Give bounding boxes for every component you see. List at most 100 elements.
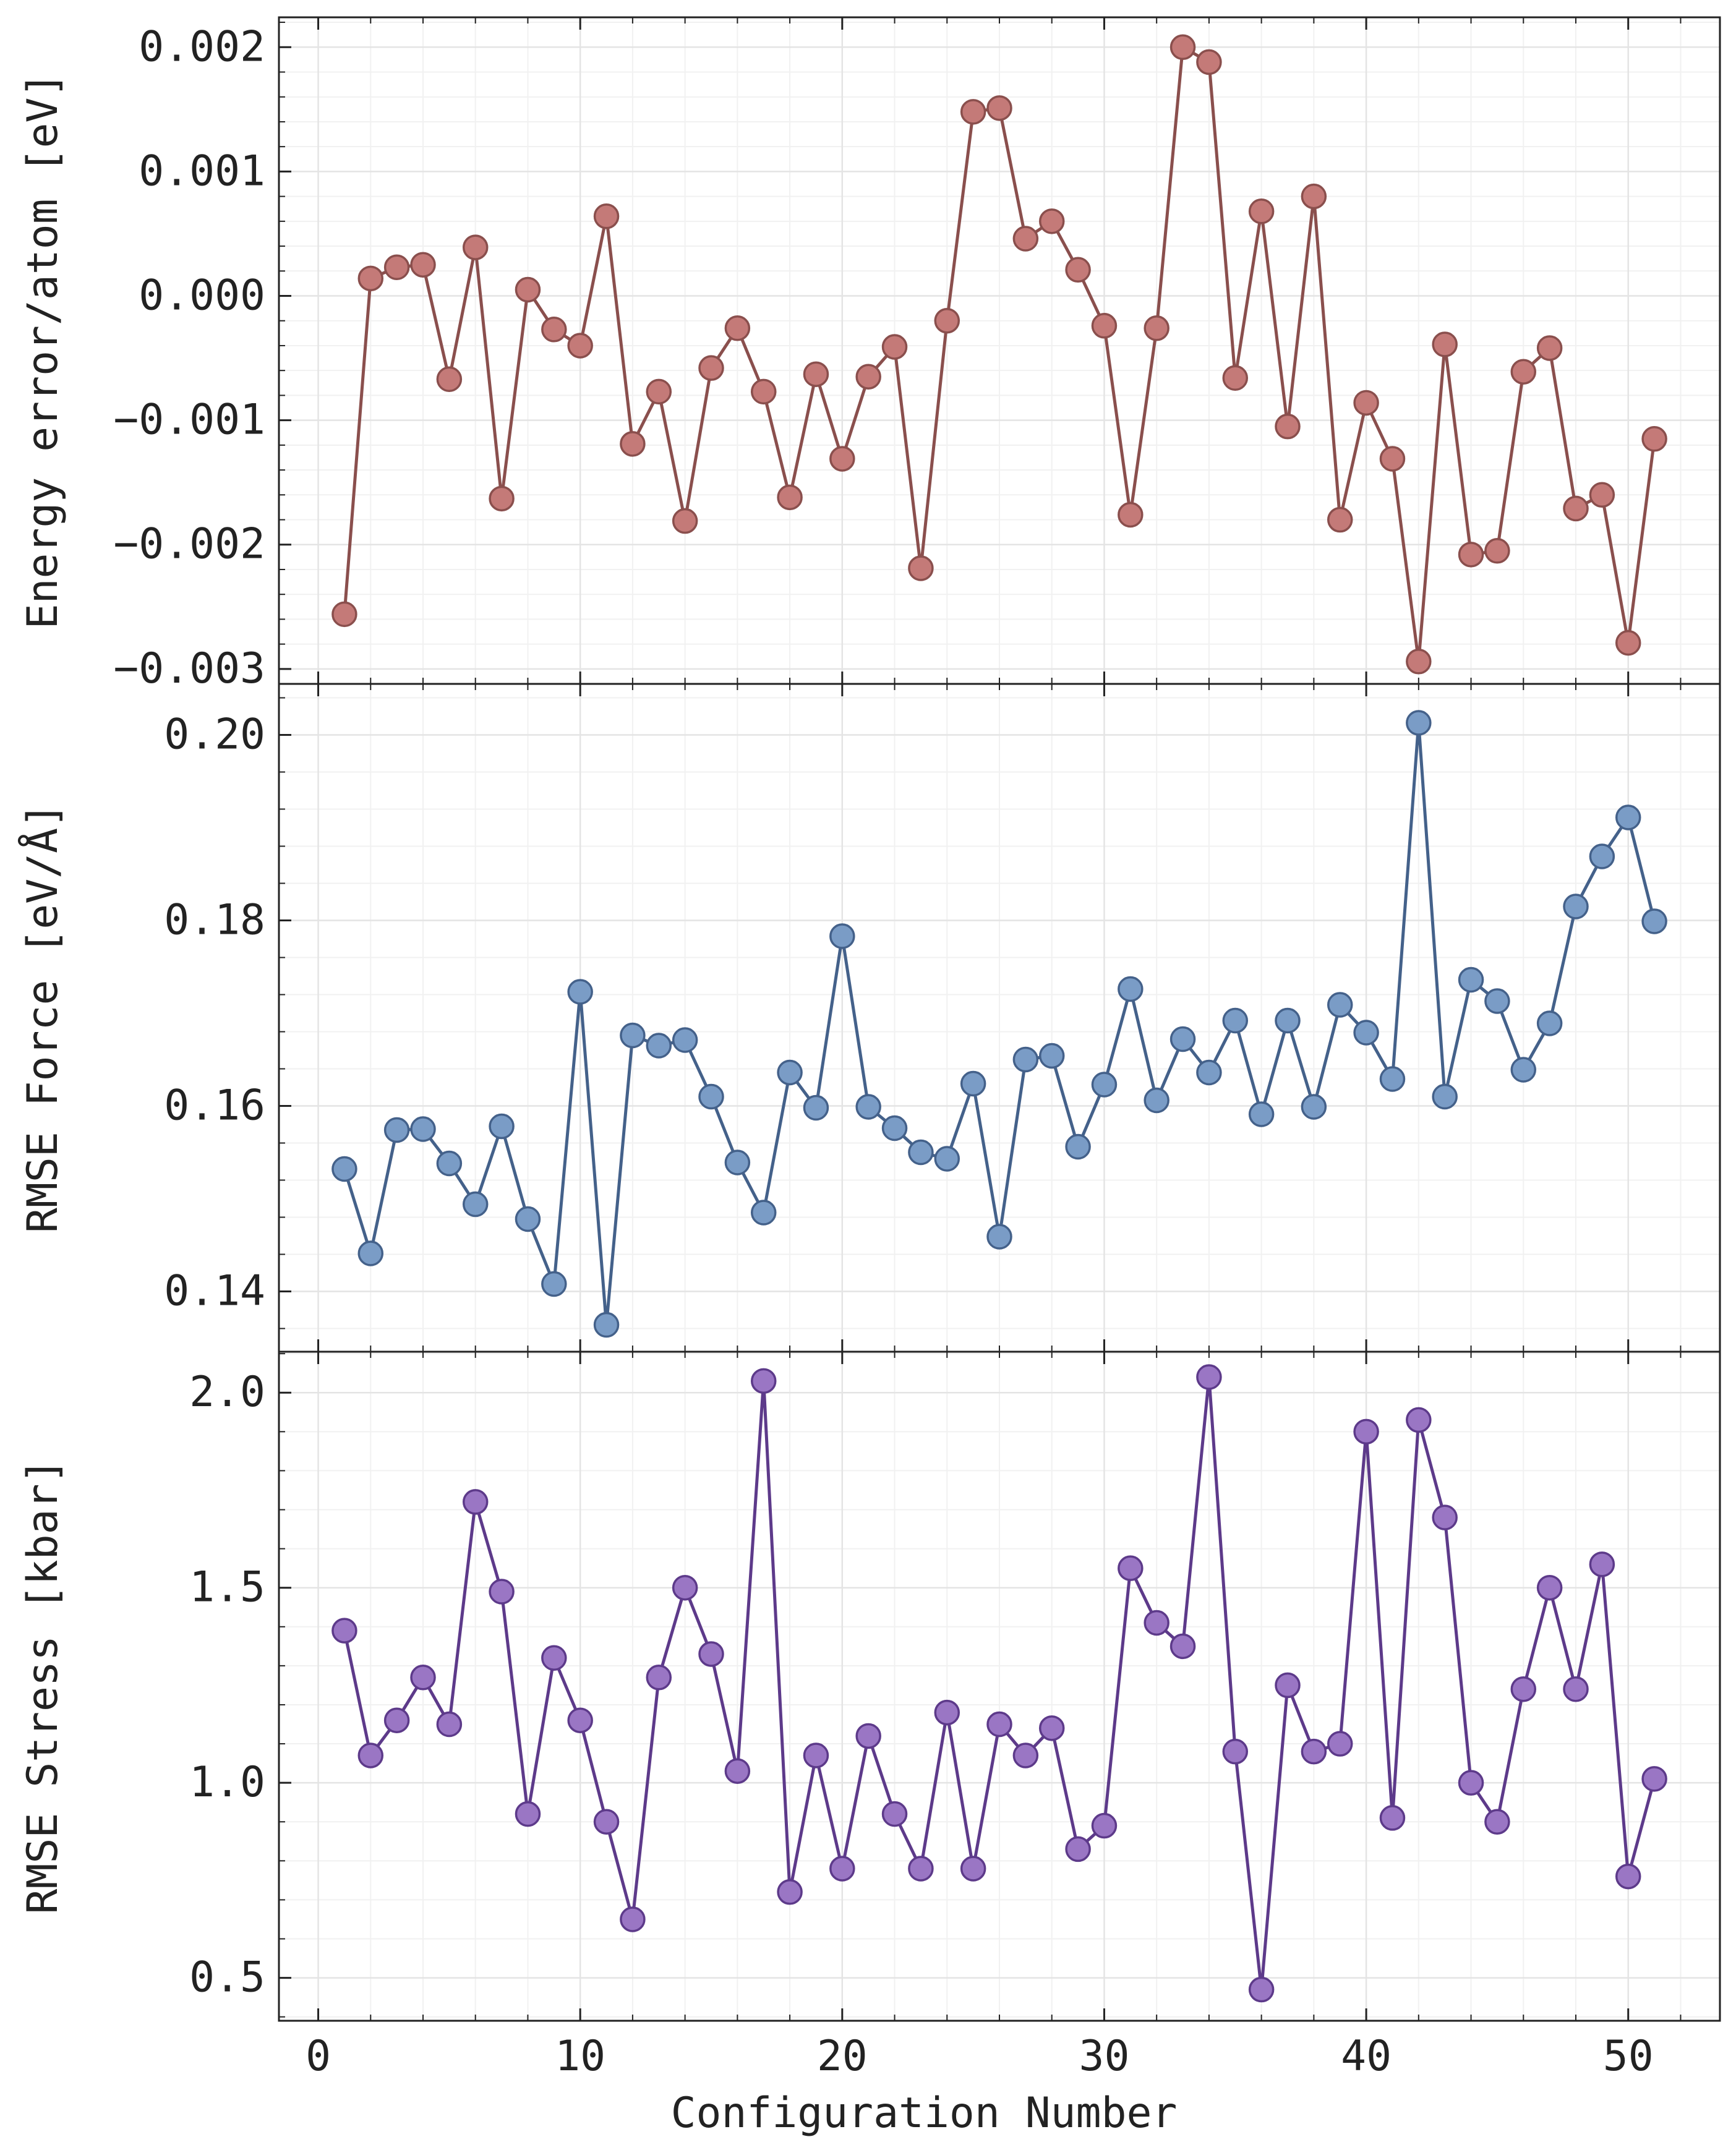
y-tick-label: −0.003 <box>113 644 265 693</box>
data-point <box>410 1665 436 1691</box>
y-tick-label: 0.002 <box>139 22 265 71</box>
data-point <box>1144 315 1169 341</box>
energy-error-markers <box>331 34 1667 675</box>
data-point <box>1065 1133 1091 1160</box>
data-point <box>1536 1574 1563 1601</box>
data-point <box>383 1117 410 1143</box>
data-point <box>1563 495 1589 522</box>
rmse-force-panel: 0.14 0.16 0.18 0.20 RMSE Force [eV/Å] <box>17 683 1721 1353</box>
data-point <box>1353 1020 1379 1046</box>
energy-error-grid <box>279 17 1720 684</box>
data-point <box>1484 538 1510 564</box>
data-point <box>1169 34 1196 61</box>
y-tick-label: 0.001 <box>139 147 265 195</box>
data-point <box>1118 976 1144 1002</box>
rmse-stress-frame <box>278 1350 1721 2022</box>
data-point <box>777 1059 803 1086</box>
data-point <box>1379 1066 1406 1092</box>
data-point <box>1248 198 1275 224</box>
data-point <box>1432 1083 1458 1110</box>
data-point <box>672 1027 698 1053</box>
data-point <box>1222 1738 1249 1765</box>
rmse-stress-y-axis-label: RMSE Stress [kbar] <box>19 1459 67 1914</box>
subplots: −0.003 −0.002 −0.001 0.000 0.001 0.002 Energy … <box>17 16 1721 2081</box>
x-tick-label: 30 <box>1079 2032 1130 2081</box>
data-point <box>934 1146 960 1172</box>
data-point <box>1118 501 1144 528</box>
rmse-stress-ticks <box>279 1352 1682 2021</box>
data-point <box>1406 710 1432 736</box>
data-point <box>1353 1418 1379 1445</box>
data-point <box>1091 313 1118 339</box>
data-point <box>1012 226 1039 252</box>
data-point <box>593 1809 620 1835</box>
data-point <box>1065 257 1091 283</box>
data-point <box>698 1083 724 1110</box>
data-point <box>1589 482 1615 508</box>
data-point <box>1091 1812 1118 1839</box>
data-point <box>1641 908 1667 934</box>
y-tick-label: 2.0 <box>189 1368 265 1417</box>
data-point <box>620 1906 646 1932</box>
data-point <box>750 378 777 405</box>
y-tick-label: 1.0 <box>189 1758 265 1807</box>
rmse-stress-panel: 0.5 1.0 1.5 2.0 0 10 20 30 40 50 RMSE Stress [kbar… <box>19 1350 1721 2081</box>
data-point <box>1432 331 1458 357</box>
rmse-force-markers <box>331 710 1667 1338</box>
y-tick-label: 0.14 <box>164 1267 265 1316</box>
data-point <box>1196 1364 1222 1390</box>
data-point <box>567 333 593 359</box>
data-point <box>541 1645 567 1671</box>
data-point <box>1327 1731 1353 1757</box>
data-point <box>750 1200 777 1226</box>
data-point <box>1196 49 1222 75</box>
data-point <box>672 1574 698 1601</box>
data-point <box>855 1094 881 1120</box>
data-point <box>1379 446 1406 472</box>
data-point <box>1196 1059 1222 1086</box>
y-tick-label: 0.5 <box>189 1953 265 2002</box>
x-tick-label: 40 <box>1341 2032 1392 2081</box>
data-point <box>489 485 515 512</box>
data-point <box>436 366 463 393</box>
data-point <box>1484 1809 1510 1835</box>
data-point <box>1406 1407 1432 1433</box>
data-point <box>1222 365 1249 391</box>
data-point <box>1641 426 1667 452</box>
x-tick-label: 10 <box>555 2032 605 2081</box>
data-point <box>593 203 620 229</box>
rmse-force-grid <box>279 684 1720 1352</box>
data-point <box>1458 542 1484 568</box>
data-point <box>515 1206 541 1232</box>
data-point <box>829 923 855 949</box>
data-point <box>1169 1026 1196 1052</box>
data-point <box>1038 208 1065 234</box>
data-point <box>462 1191 489 1218</box>
data-point <box>410 1116 436 1142</box>
data-point <box>855 1723 881 1749</box>
data-point <box>515 276 541 303</box>
data-point <box>986 95 1012 121</box>
data-point <box>672 508 698 534</box>
data-point <box>436 1150 463 1177</box>
data-point <box>1118 1555 1144 1581</box>
data-point <box>1275 1007 1301 1034</box>
data-point <box>541 1271 567 1297</box>
data-point <box>724 1150 751 1175</box>
data-point <box>1222 1007 1249 1034</box>
data-point <box>1406 649 1432 675</box>
x-tick-label: 0 <box>306 2032 331 2081</box>
data-point <box>541 317 567 343</box>
data-point <box>567 979 593 1005</box>
data-point <box>881 1801 908 1827</box>
energy-error-y-axis-label: Energy error/atom [eV] <box>19 72 67 629</box>
data-point <box>1458 1770 1484 1796</box>
data-point <box>1012 1046 1039 1073</box>
data-point <box>1091 1072 1118 1098</box>
energy-error-panel: −0.003 −0.002 −0.001 0.000 0.001 0.002 Energy … <box>19 16 1721 693</box>
data-point <box>1484 988 1510 1014</box>
data-point <box>986 1224 1012 1250</box>
data-point <box>489 1579 515 1605</box>
data-point <box>934 1699 960 1726</box>
